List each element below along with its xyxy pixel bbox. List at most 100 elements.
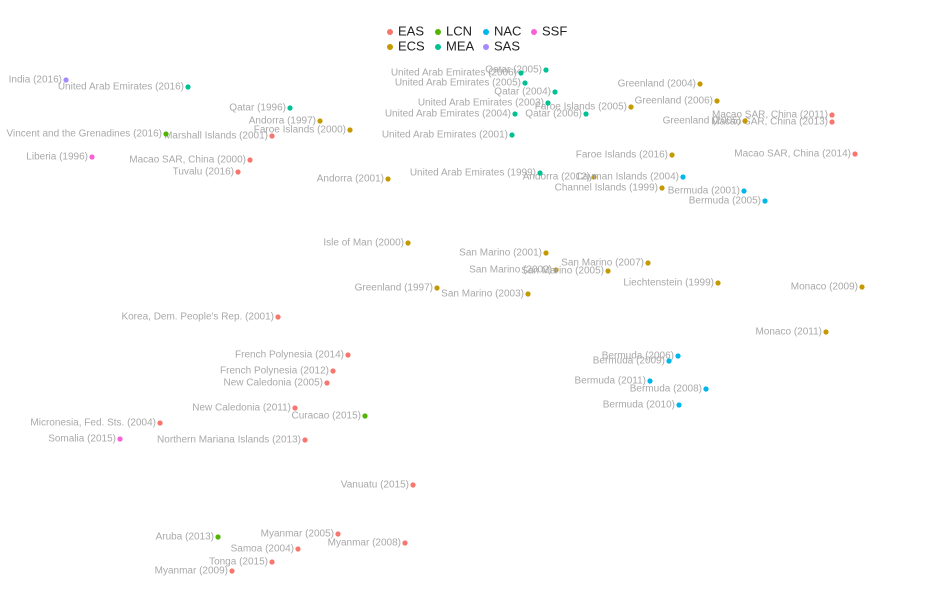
point xyxy=(552,89,558,95)
point xyxy=(703,386,709,392)
point xyxy=(543,250,549,256)
point-label: Macao SAR, China (2000) xyxy=(129,155,246,166)
plot-area: Macao SAR, China (2011)Macao SAR, China … xyxy=(7,65,865,577)
point-label: Cayman Islands (2004) xyxy=(576,172,679,183)
point-label: Curacao (2015) xyxy=(292,411,361,422)
point-label: Myanmar (2009) xyxy=(155,566,228,577)
point xyxy=(537,170,543,176)
point xyxy=(714,98,720,104)
point-label: Bermuda (2006) xyxy=(602,351,674,362)
point-label: Bermuda (2005) xyxy=(689,196,761,207)
legend-swatch xyxy=(435,44,441,50)
point-label: Qatar (1996) xyxy=(229,103,286,114)
point-label: Bermuda (2009) xyxy=(593,356,665,367)
point-label: Faroe Islands (2016) xyxy=(576,150,668,161)
point xyxy=(675,353,681,359)
point xyxy=(295,546,301,552)
point xyxy=(324,380,330,386)
point xyxy=(434,285,440,291)
legend-label: MEA xyxy=(446,38,475,53)
point xyxy=(292,405,298,411)
point xyxy=(247,157,253,163)
point xyxy=(63,77,69,83)
point xyxy=(669,152,675,158)
point xyxy=(659,185,665,191)
point xyxy=(269,559,275,565)
point xyxy=(518,70,524,76)
point xyxy=(302,437,308,443)
point-label: Vanuatu (2015) xyxy=(341,480,409,491)
point-label: Faroe Islands (2000) xyxy=(254,125,346,136)
point-label: Northern Mariana Islands (2013) xyxy=(157,435,301,446)
point-label: Tonga (2015) xyxy=(209,557,268,568)
point-label: United Arab Emirates (2016) xyxy=(58,82,184,93)
point-label: Somalia (2015) xyxy=(48,434,116,445)
point-label: Faroe Islands (2005) xyxy=(535,102,627,113)
point-label: United Arab Emirates (2005) xyxy=(395,78,521,89)
point-label: Andorra (1997) xyxy=(249,116,316,127)
point-label: Bermuda (2001) xyxy=(668,186,740,197)
point-label: Monaco (2011) xyxy=(755,327,822,338)
legend-swatch xyxy=(387,29,393,35)
point-label: Greenland (2005) xyxy=(663,116,741,127)
point xyxy=(287,105,293,111)
point-label: Qatar (2005) xyxy=(485,65,542,76)
point xyxy=(647,378,653,384)
point-label: French Polynesia (2012) xyxy=(220,366,329,377)
legend-label: EAS xyxy=(398,23,424,38)
point xyxy=(229,568,235,574)
point-label: Isle of Man (2000) xyxy=(323,238,404,249)
point xyxy=(645,260,651,266)
point xyxy=(117,436,123,442)
point-label: United Arab Emirates (2004) xyxy=(385,109,511,120)
point-label: Liechtenstein (1999) xyxy=(623,278,714,289)
point xyxy=(676,402,682,408)
point xyxy=(362,413,368,419)
point xyxy=(741,188,747,194)
point xyxy=(553,267,559,273)
point xyxy=(829,119,835,125)
point-label: Samoa (2004) xyxy=(231,544,294,555)
legend-label: LCN xyxy=(446,23,472,38)
point xyxy=(215,534,221,540)
point xyxy=(666,358,672,364)
legend-swatch xyxy=(531,29,537,35)
point xyxy=(275,314,281,320)
point xyxy=(157,420,163,426)
point-label: United Arab Emirates (2006) xyxy=(391,68,517,79)
point xyxy=(859,284,865,290)
point xyxy=(543,67,549,73)
point xyxy=(525,291,531,297)
point xyxy=(522,80,528,86)
point-label: Andorra (2012) xyxy=(523,172,590,183)
point xyxy=(697,81,703,87)
point-label: French Polynesia (2014) xyxy=(235,350,344,361)
point-label: San Marino (2007) xyxy=(561,258,644,269)
point-label: Marshall Islands (2001) xyxy=(164,131,268,142)
point xyxy=(628,104,634,110)
point-label: Qatar (2004) xyxy=(494,87,551,98)
point xyxy=(605,268,611,274)
point xyxy=(829,112,835,118)
point-label: Bermuda (2010) xyxy=(603,400,675,411)
legend-swatch xyxy=(483,44,489,50)
point xyxy=(742,118,748,124)
point-label: San Marino (2001) xyxy=(459,248,542,259)
point xyxy=(317,118,323,124)
legend-label: SSF xyxy=(542,23,567,38)
point-label: San Marino (2005) xyxy=(521,266,604,277)
point xyxy=(852,151,858,157)
legend-swatch xyxy=(435,29,441,35)
legend-label: NAC xyxy=(494,23,521,38)
point-label: Greenland (2006) xyxy=(635,96,713,107)
point-label: Monaco (2009) xyxy=(791,282,858,293)
point xyxy=(347,127,353,133)
point-label: Myanmar (2005) xyxy=(261,529,334,540)
point xyxy=(163,131,169,137)
point xyxy=(512,111,518,117)
point-label: Greenland (1997) xyxy=(355,283,433,294)
point xyxy=(385,176,391,182)
point-label: Vincent and the Grenadines (2016) xyxy=(7,129,162,140)
